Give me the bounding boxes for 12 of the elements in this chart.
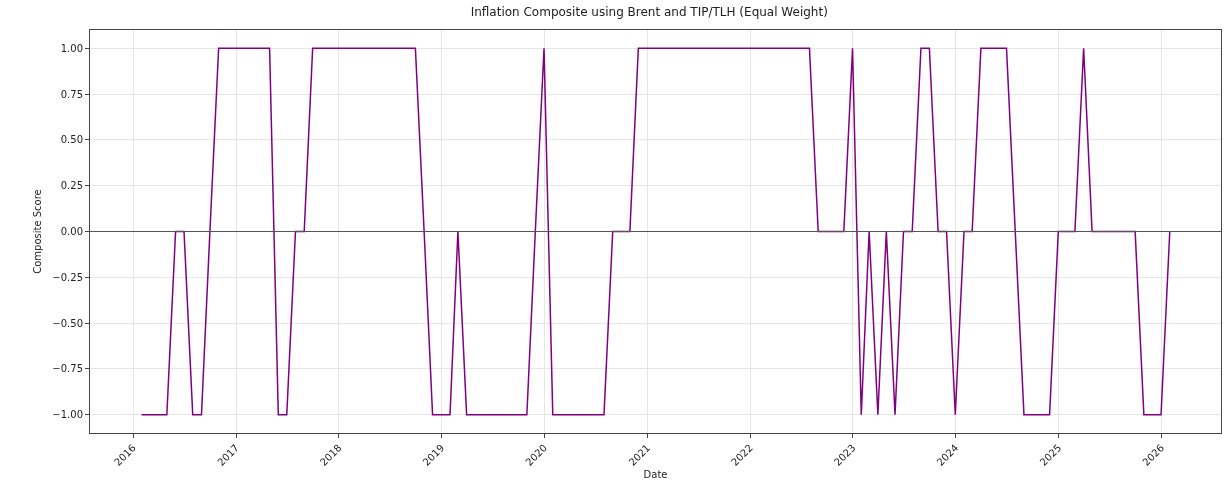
x-axis-title: Date [643, 469, 668, 481]
y-tick-label: 0.50 [60, 134, 83, 146]
y-tick-label: −0.75 [52, 363, 83, 375]
chart-title: Inflation Composite using Brent and TIP/TLH (Equal Weight) [470, 4, 828, 19]
y-tick-label: 0.00 [60, 226, 83, 237]
y-tick-label: −1.00 [52, 409, 83, 421]
y-tick-label: −0.50 [52, 317, 83, 329]
y-tick-label: 1.00 [60, 42, 83, 54]
y-tick-label: 0.25 [60, 180, 83, 192]
y-tick-label: 0.75 [60, 88, 83, 100]
y-tick-label: −0.25 [52, 271, 83, 283]
y-axis-title: Composite Score [32, 189, 44, 274]
